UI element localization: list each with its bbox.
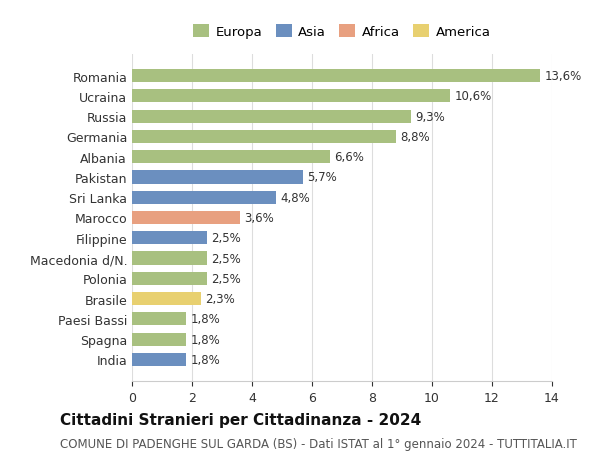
Text: 8,8%: 8,8% bbox=[401, 131, 430, 144]
Bar bbox=[132, 90, 450, 103]
Text: 3,6%: 3,6% bbox=[245, 212, 274, 224]
Bar bbox=[132, 70, 540, 83]
Bar bbox=[132, 212, 240, 224]
Legend: Europa, Asia, Africa, America: Europa, Asia, Africa, America bbox=[188, 19, 496, 44]
Bar bbox=[132, 292, 201, 306]
Text: 1,8%: 1,8% bbox=[191, 333, 220, 346]
Text: 5,7%: 5,7% bbox=[308, 171, 337, 184]
Text: 1,8%: 1,8% bbox=[191, 313, 220, 325]
Text: COMUNE DI PADENGHE SUL GARDA (BS) - Dati ISTAT al 1° gennaio 2024 - TUTTITALIA.I: COMUNE DI PADENGHE SUL GARDA (BS) - Dati… bbox=[60, 437, 577, 450]
Bar bbox=[132, 333, 186, 346]
Text: 2,5%: 2,5% bbox=[212, 232, 241, 245]
Text: 4,8%: 4,8% bbox=[281, 191, 310, 204]
Bar bbox=[132, 313, 186, 326]
Text: 2,5%: 2,5% bbox=[212, 272, 241, 285]
Bar bbox=[132, 232, 207, 245]
Text: 2,5%: 2,5% bbox=[212, 252, 241, 265]
Text: 9,3%: 9,3% bbox=[416, 111, 445, 123]
Text: 13,6%: 13,6% bbox=[545, 70, 582, 83]
Text: 10,6%: 10,6% bbox=[455, 90, 492, 103]
Text: 2,3%: 2,3% bbox=[205, 292, 235, 305]
Text: Cittadini Stranieri per Cittadinanza - 2024: Cittadini Stranieri per Cittadinanza - 2… bbox=[60, 412, 421, 427]
Text: 6,6%: 6,6% bbox=[335, 151, 364, 164]
Bar bbox=[132, 110, 411, 123]
Bar bbox=[132, 272, 207, 285]
Bar bbox=[132, 171, 303, 184]
Bar bbox=[132, 252, 207, 265]
Bar bbox=[132, 353, 186, 366]
Bar bbox=[132, 151, 330, 164]
Text: 1,8%: 1,8% bbox=[191, 353, 220, 366]
Bar bbox=[132, 191, 276, 204]
Bar bbox=[132, 130, 396, 144]
